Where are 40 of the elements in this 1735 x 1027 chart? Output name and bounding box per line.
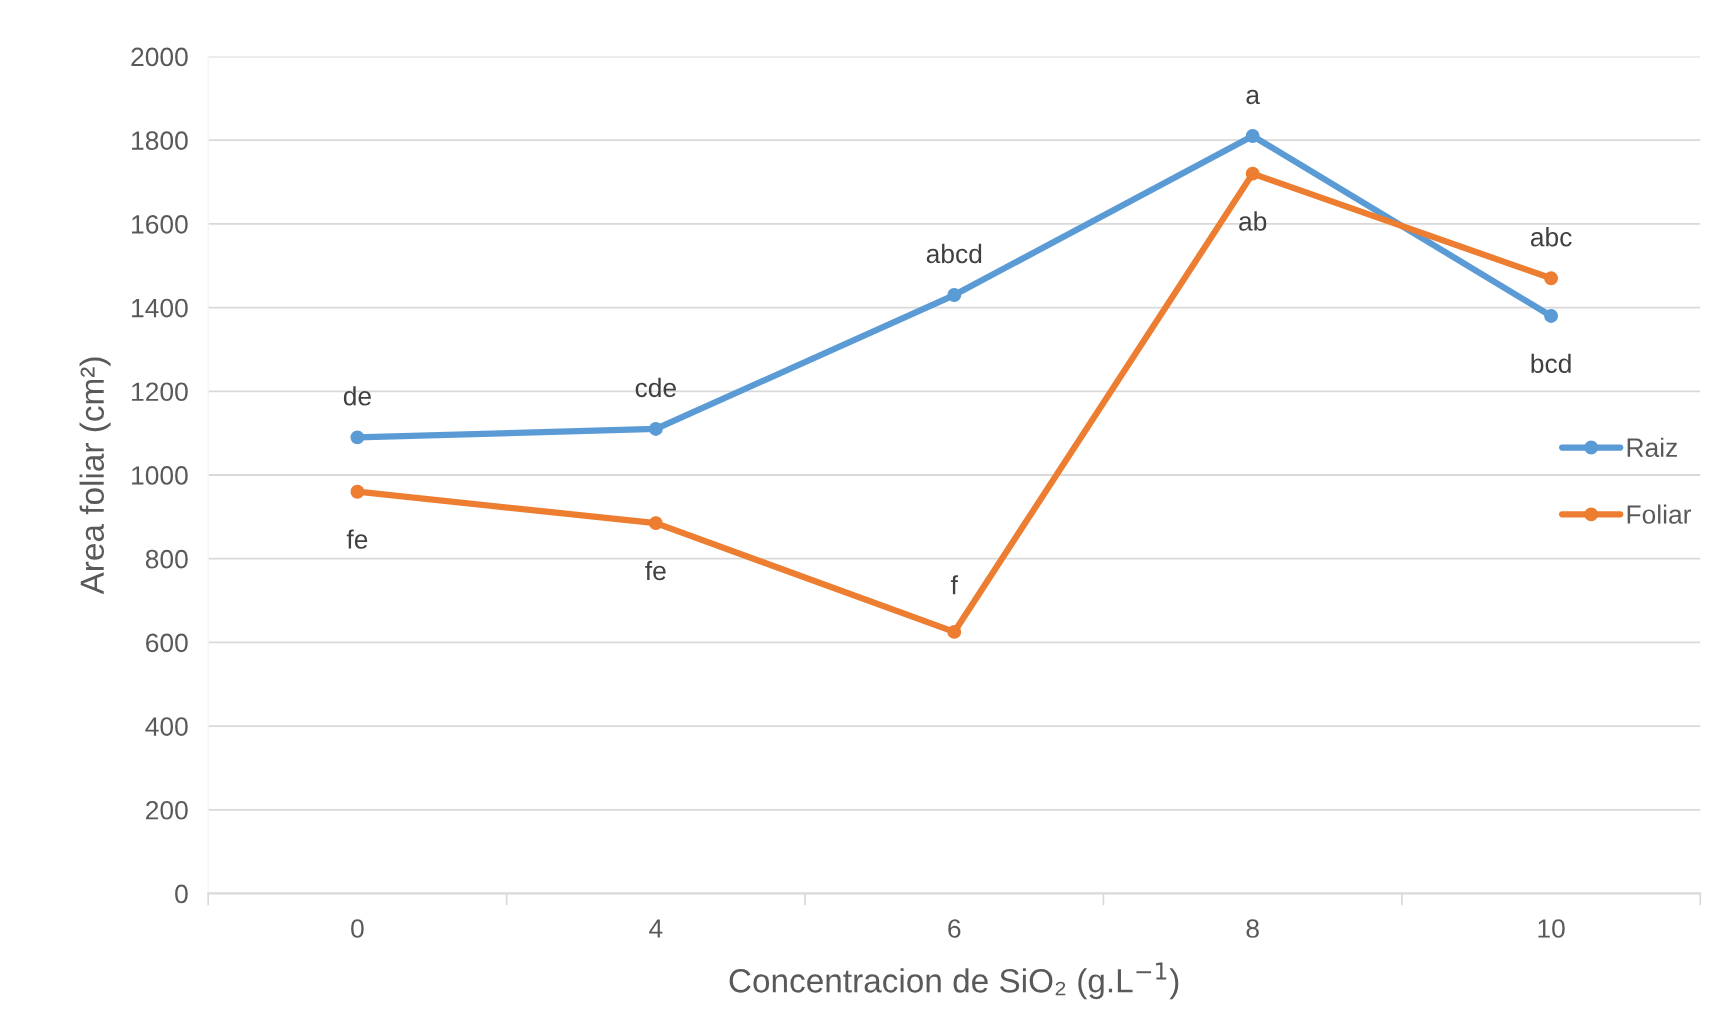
point (350, 430, 365, 445)
annotation: fe (645, 560, 666, 581)
y-tick-label: 1400 (132, 298, 188, 318)
y-tick-label: 800 (145, 549, 188, 569)
point (350, 484, 365, 499)
point (1544, 271, 1559, 286)
x-tick-label: 8 (1246, 919, 1259, 938)
point (648, 422, 663, 436)
y-tick-label: 1800 (132, 131, 188, 151)
y-tick-label: 2000 (131, 47, 188, 67)
point (1245, 129, 1260, 143)
annotation: abc (1530, 227, 1572, 247)
x-tick-label: 0 (351, 919, 364, 938)
y-tick-label: 0 (175, 884, 188, 904)
annotation: fe (346, 529, 368, 549)
point (648, 516, 663, 531)
point (947, 624, 962, 639)
legend-label: Raiz (1627, 437, 1677, 458)
x-tick-label: 10 (1538, 919, 1565, 938)
y-tick-label: 400 (145, 717, 188, 736)
y-tick-label: 600 (146, 633, 188, 653)
point (947, 288, 962, 302)
y-tick-label: 200 (146, 800, 188, 820)
annotation: bcd (1531, 353, 1571, 374)
annotation: f (950, 575, 958, 595)
annotation: abcd (926, 243, 982, 264)
x-axis-title: Concentracion de SiO₂ (g.L$^{−1}$) (729, 962, 1179, 1000)
annotation: de (343, 386, 371, 406)
y-tick-label: 1600 (132, 215, 188, 234)
annotation: ab (1239, 211, 1267, 231)
x-tick-label: 4 (649, 919, 663, 938)
y-axis-title: Area foliar (cm²) (79, 357, 111, 595)
y-tick-label: 1200 (132, 382, 188, 402)
legend-label: Foliar (1627, 504, 1692, 524)
x-tick-label: 6 (948, 919, 961, 938)
point (1544, 309, 1559, 323)
annotation: cde (635, 377, 676, 398)
y-tick-label: 1000 (132, 466, 188, 485)
point (1245, 166, 1260, 181)
annotation: a (1246, 89, 1261, 105)
